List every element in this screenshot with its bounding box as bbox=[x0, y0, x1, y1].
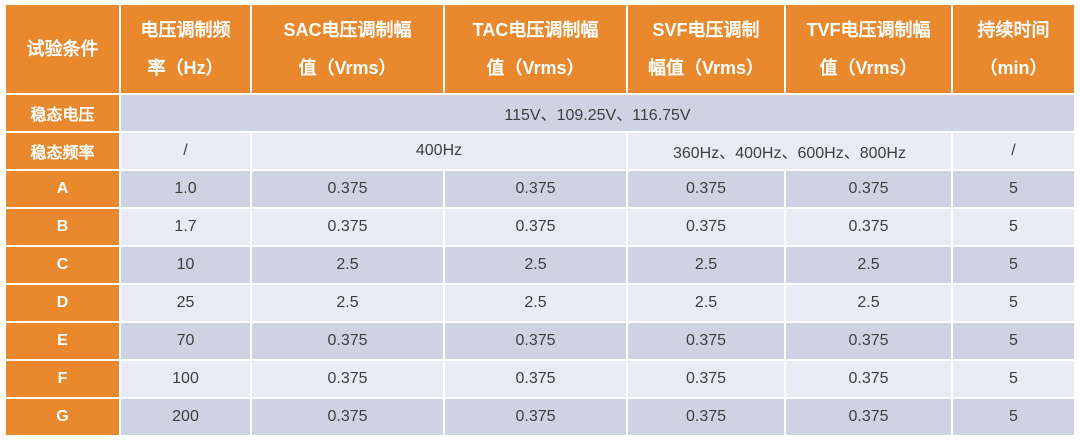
header-line: TVF电压调制幅 bbox=[806, 20, 931, 40]
cell-sac: 0.375 bbox=[252, 361, 443, 397]
cell-tac: 2.5 bbox=[445, 247, 626, 283]
row-label-steady-voltage: 稳态电压 bbox=[6, 95, 119, 131]
cell-tvf: 2.5 bbox=[786, 247, 951, 283]
cell-freq: 200 bbox=[121, 399, 250, 435]
header-cell-svf-amplitude: SVF电压调制 幅值（Vrms） bbox=[628, 5, 784, 93]
cell-steady-frequency-duration: / bbox=[953, 133, 1074, 169]
cell-steady-frequency-freq: / bbox=[121, 133, 250, 169]
cell-svf: 0.375 bbox=[628, 361, 784, 397]
cell-svf: 0.375 bbox=[628, 323, 784, 359]
cell-tvf: 0.375 bbox=[786, 323, 951, 359]
cell-duration: 5 bbox=[953, 285, 1074, 321]
table-row-e: E 70 0.375 0.375 0.375 0.375 5 bbox=[6, 323, 1074, 359]
cell-duration: 5 bbox=[953, 247, 1074, 283]
cell-tvf: 0.375 bbox=[786, 209, 951, 245]
table-row-b: B 1.7 0.375 0.375 0.375 0.375 5 bbox=[6, 209, 1074, 245]
row-label-condition: F bbox=[6, 361, 119, 397]
cell-freq: 70 bbox=[121, 323, 250, 359]
header-cell-modulation-frequency: 电压调制频 率（Hz） bbox=[121, 5, 250, 93]
cell-sac: 0.375 bbox=[252, 209, 443, 245]
header-cell-test-condition: 试验条件 bbox=[6, 5, 119, 93]
steady-voltage-row: 稳态电压 115V、109.25V、116.75V bbox=[6, 95, 1074, 131]
cell-sac: 0.375 bbox=[252, 323, 443, 359]
cell-duration: 5 bbox=[953, 323, 1074, 359]
cell-freq: 1.0 bbox=[121, 171, 250, 207]
cell-tvf: 0.375 bbox=[786, 361, 951, 397]
header-line: 值（Vrms） bbox=[298, 58, 397, 78]
header-line: SVF电压调制 bbox=[652, 20, 760, 40]
header-line: 幅值（Vrms） bbox=[647, 58, 765, 78]
cell-steady-frequency-sac-tac: 400Hz bbox=[252, 133, 626, 169]
cell-duration: 5 bbox=[953, 171, 1074, 207]
table-row-c: C 10 2.5 2.5 2.5 2.5 5 bbox=[6, 247, 1074, 283]
header-line: 试验条件 bbox=[26, 39, 99, 59]
cell-svf: 2.5 bbox=[628, 247, 784, 283]
cell-sac: 2.5 bbox=[252, 285, 443, 321]
table-row-g: G 200 0.375 0.375 0.375 0.375 5 bbox=[6, 399, 1074, 435]
cell-freq: 1.7 bbox=[121, 209, 250, 245]
cell-freq: 10 bbox=[121, 247, 250, 283]
table-row-a: A 1.0 0.375 0.375 0.375 0.375 5 bbox=[6, 171, 1074, 207]
cell-duration: 5 bbox=[953, 361, 1074, 397]
cell-tvf: 0.375 bbox=[786, 399, 951, 435]
header-line: 电压调制频 bbox=[140, 20, 231, 40]
cell-tvf: 2.5 bbox=[786, 285, 951, 321]
header-line: 值（Vrms） bbox=[819, 58, 918, 78]
cell-sac: 2.5 bbox=[252, 247, 443, 283]
row-label-condition: C bbox=[6, 247, 119, 283]
cell-freq: 25 bbox=[121, 285, 250, 321]
header-line: 值（Vrms） bbox=[486, 58, 585, 78]
row-label-steady-frequency: 稳态频率 bbox=[6, 133, 119, 169]
header-line: TAC电压调制幅 bbox=[472, 20, 599, 40]
cell-svf: 0.375 bbox=[628, 171, 784, 207]
cell-tvf: 0.375 bbox=[786, 171, 951, 207]
table-row-f: F 100 0.375 0.375 0.375 0.375 5 bbox=[6, 361, 1074, 397]
header-line: 持续时间 bbox=[977, 20, 1050, 40]
row-label-condition: A bbox=[6, 171, 119, 207]
header-cell-tac-amplitude: TAC电压调制幅 值（Vrms） bbox=[445, 5, 626, 93]
steady-voltage-value: 115V、109.25V、116.75V bbox=[121, 95, 1074, 131]
cell-steady-frequency-svf-tvf: 360Hz、400Hz、600Hz、800Hz bbox=[628, 133, 951, 169]
cell-svf: 2.5 bbox=[628, 285, 784, 321]
row-label-condition: D bbox=[6, 285, 119, 321]
cell-svf: 0.375 bbox=[628, 399, 784, 435]
cell-sac: 0.375 bbox=[252, 399, 443, 435]
cell-tac: 0.375 bbox=[445, 171, 626, 207]
row-label-condition: B bbox=[6, 209, 119, 245]
cell-tac: 2.5 bbox=[445, 285, 626, 321]
table-row-d: D 25 2.5 2.5 2.5 2.5 5 bbox=[6, 285, 1074, 321]
header-cell-sac-amplitude: SAC电压调制幅 值（Vrms） bbox=[252, 5, 443, 93]
cell-sac: 0.375 bbox=[252, 171, 443, 207]
cell-tac: 0.375 bbox=[445, 209, 626, 245]
cell-tac: 0.375 bbox=[445, 361, 626, 397]
header-line: （min） bbox=[979, 58, 1048, 78]
header-cell-tvf-amplitude: TVF电压调制幅 值（Vrms） bbox=[786, 5, 951, 93]
row-label-condition: E bbox=[6, 323, 119, 359]
row-label-condition: G bbox=[6, 399, 119, 435]
cell-duration: 5 bbox=[953, 209, 1074, 245]
cell-svf: 0.375 bbox=[628, 209, 784, 245]
header-row: 试验条件 电压调制频 率（Hz） SAC电压调制幅 值（Vrms） TAC电压调… bbox=[6, 5, 1074, 93]
header-cell-duration: 持续时间 （min） bbox=[953, 5, 1074, 93]
test-conditions-table: 试验条件 电压调制频 率（Hz） SAC电压调制幅 值（Vrms） TAC电压调… bbox=[4, 3, 1076, 437]
header-line: SAC电压调制幅 bbox=[283, 20, 412, 40]
cell-duration: 5 bbox=[953, 399, 1074, 435]
cell-tac: 0.375 bbox=[445, 323, 626, 359]
cell-freq: 100 bbox=[121, 361, 250, 397]
header-line: 率（Hz） bbox=[147, 58, 224, 78]
cell-tac: 0.375 bbox=[445, 399, 626, 435]
steady-frequency-row: 稳态频率 / 400Hz 360Hz、400Hz、600Hz、800Hz / bbox=[6, 133, 1074, 169]
